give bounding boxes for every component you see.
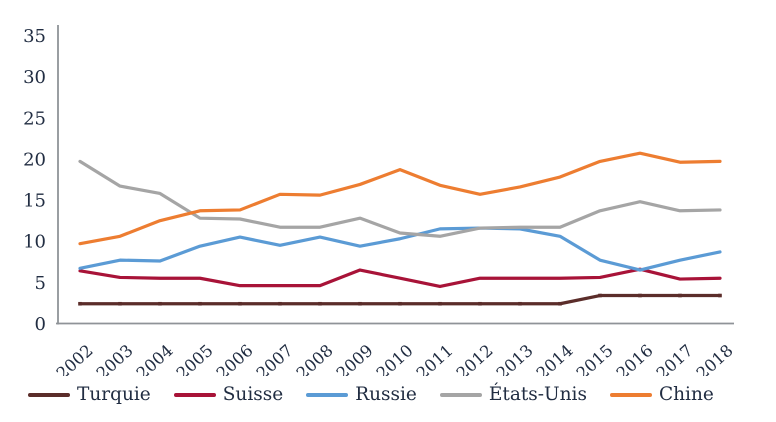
legend-item-turquie: Turquie bbox=[28, 384, 151, 405]
legend-label-turquie: Turquie bbox=[77, 384, 151, 405]
series-marker-turquie bbox=[478, 301, 482, 306]
legend-label-suisse: Suisse bbox=[222, 384, 284, 405]
x-tick-label-2011: 2011 bbox=[413, 341, 457, 376]
legend-item-suisse: Suisse bbox=[173, 384, 284, 405]
legend-label-etats-unis: États-Unis bbox=[488, 384, 587, 405]
series-marker-turquie bbox=[358, 301, 362, 306]
x-tick-label-2002: 2002 bbox=[53, 341, 97, 376]
y-tick-label-30: 30 bbox=[23, 67, 46, 88]
x-tick-label-2005: 2005 bbox=[173, 341, 217, 376]
y-tick-label-25: 25 bbox=[23, 108, 46, 129]
x-tick-label-2015: 2015 bbox=[573, 341, 617, 376]
series-marker-turquie bbox=[718, 293, 722, 298]
legend-swatch-suisse bbox=[173, 393, 216, 398]
x-tick-label-2007: 2007 bbox=[253, 341, 297, 376]
legend-item-russie: Russie bbox=[306, 384, 417, 405]
legend-item-chine: Chine bbox=[609, 384, 714, 405]
y-tick-label-0: 0 bbox=[35, 314, 46, 335]
x-tick-label-2013: 2013 bbox=[493, 341, 537, 376]
legend-label-chine: Chine bbox=[658, 384, 714, 405]
series-marker-turquie bbox=[518, 301, 522, 306]
chart-legend: Turquie Suisse Russie États-Unis Chine bbox=[28, 384, 714, 405]
series-line-etats-unis bbox=[78, 159, 722, 238]
series-marker-turquie bbox=[78, 301, 82, 306]
y-tick-label-20: 20 bbox=[23, 149, 46, 170]
x-tick-label-2003: 2003 bbox=[93, 341, 137, 376]
x-tick-label-2006: 2006 bbox=[213, 341, 257, 376]
series-marker-turquie bbox=[198, 301, 202, 306]
legend-swatch-etats-unis bbox=[439, 393, 482, 398]
series-marker-turquie bbox=[238, 301, 242, 306]
legend-item-etats-unis: États-Unis bbox=[439, 384, 587, 405]
series-marker-turquie bbox=[678, 293, 682, 298]
series-marker-turquie bbox=[318, 301, 322, 306]
x-tick-label-2014: 2014 bbox=[533, 341, 577, 376]
series-marker-turquie bbox=[598, 293, 602, 298]
x-tick-label-2008: 2008 bbox=[293, 341, 337, 376]
y-tick-label-35: 35 bbox=[23, 26, 46, 47]
series-marker-turquie bbox=[398, 301, 402, 306]
legend-label-russie: Russie bbox=[355, 384, 417, 405]
x-tick-label-2004: 2004 bbox=[133, 341, 177, 376]
series-marker-turquie bbox=[558, 301, 562, 306]
x-tick-label-2016: 2016 bbox=[613, 341, 657, 376]
y-tick-label-5: 5 bbox=[35, 273, 46, 294]
series-marker-turquie bbox=[118, 301, 122, 306]
x-tick-label-2017: 2017 bbox=[653, 341, 697, 376]
legend-swatch-chine bbox=[609, 393, 652, 398]
x-tick-label-2018: 2018 bbox=[693, 341, 737, 376]
x-tick-label-2009: 2009 bbox=[333, 341, 377, 376]
series-marker-turquie bbox=[438, 301, 442, 306]
series-line-suisse bbox=[78, 267, 722, 289]
series-line-chine bbox=[78, 151, 722, 246]
series-line-russie bbox=[78, 226, 722, 272]
x-tick-label-2012: 2012 bbox=[453, 341, 497, 376]
y-tick-label-10: 10 bbox=[23, 232, 46, 253]
series-marker-turquie bbox=[638, 293, 642, 298]
legend-swatch-turquie bbox=[28, 393, 70, 398]
series-marker-turquie bbox=[278, 301, 282, 306]
series-marker-turquie bbox=[158, 301, 162, 306]
y-tick-label-15: 15 bbox=[23, 191, 46, 212]
x-tick-label-2010: 2010 bbox=[373, 341, 417, 376]
legend-swatch-russie bbox=[306, 393, 349, 398]
chart-plot-area: 0510152025303520022003200420052006200720… bbox=[23, 25, 737, 376]
